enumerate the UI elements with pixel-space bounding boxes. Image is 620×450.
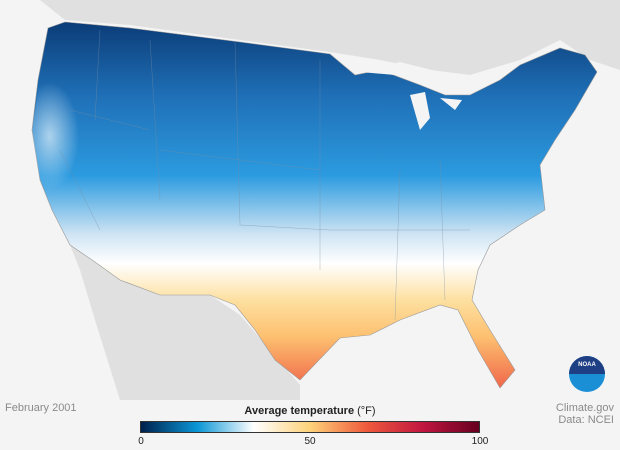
credit: Climate.gov Data: NCEI [556, 402, 614, 426]
tick-label-mid: 50 [304, 436, 316, 447]
mexico-landmass [70, 245, 300, 400]
legend-title: Average temperature (°F) [0, 405, 620, 417]
noaa-logo: NOAA [569, 356, 605, 392]
color-scale-bar [140, 421, 480, 433]
tick-label-min: 0 [138, 436, 144, 447]
canada-landmass [40, 0, 620, 75]
temperature-map [31, 0, 620, 400]
source-credit: Climate.gov [555, 402, 614, 414]
state-borders [59, 29, 470, 321]
date-label: February 2001 [5, 402, 77, 414]
conus-temperature [31, 21, 598, 389]
great-lakes [360, 62, 462, 130]
data-credit: Data: NCEI [558, 414, 614, 426]
tick-label-max: 100 [471, 436, 489, 447]
legend-unit: (°F) [357, 405, 376, 417]
legend-title-text: Average temperature [244, 405, 355, 417]
